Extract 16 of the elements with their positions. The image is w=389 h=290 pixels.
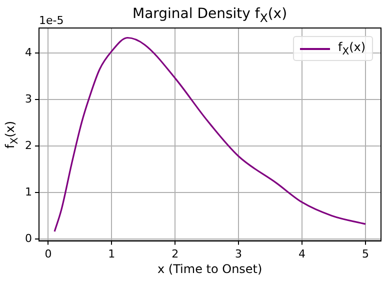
x-tick-label: 3 (235, 247, 242, 260)
x-tick-label: 4 (298, 247, 306, 260)
chart-title: Marginal Density f$_{X}$(x) (132, 6, 288, 25)
text: 1e-5 (38, 14, 64, 27)
x-axis-title: x (Time to Onset) (157, 262, 262, 276)
y-tick-label: 2 (25, 138, 32, 152)
y-tick-label: 1 (25, 185, 32, 198)
y-tick-label: 3 (25, 92, 32, 106)
x-tick-label: 0 (44, 247, 52, 260)
y-tick-label: 0 (25, 232, 32, 245)
x-tick-label: 1 (108, 247, 116, 260)
line-series (54, 36, 366, 232)
legend-label: f$_{X}$(x) (338, 40, 366, 58)
y-tick-label: 4 (25, 46, 32, 59)
x-tick-label: 2 (172, 247, 179, 260)
x-tick-label: 5 (362, 247, 369, 260)
